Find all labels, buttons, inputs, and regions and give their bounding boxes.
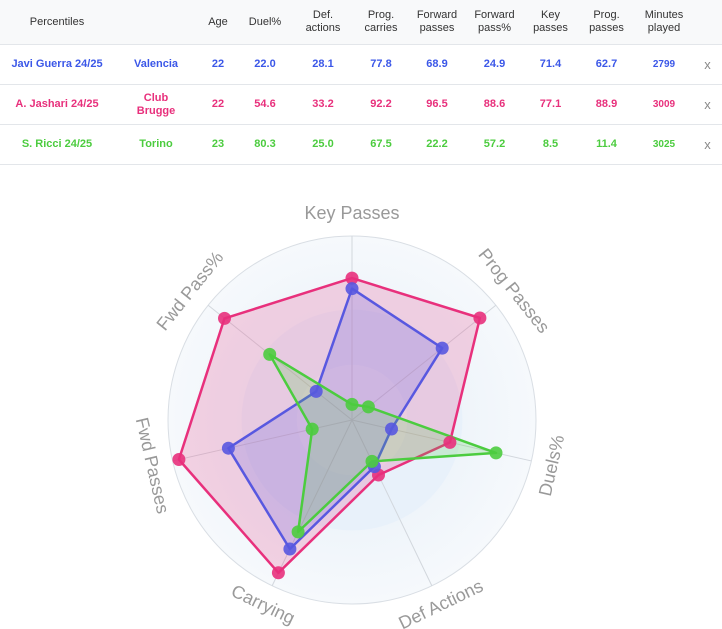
radar-axis-line — [172, 419, 353, 462]
radar-axis-line — [351, 304, 497, 421]
duel-pct-value: 22.0 — [238, 44, 292, 85]
key-passes-value: 8.5 — [523, 124, 578, 165]
radar-axis-line — [271, 419, 353, 586]
remove-player-button[interactable]: x — [693, 124, 722, 165]
prog-carries-value: 67.5 — [354, 124, 408, 165]
radar-data-point — [489, 446, 503, 460]
minutes-played-value: 2799 — [635, 44, 693, 85]
radar-data-point — [221, 441, 235, 455]
radar-data-point — [345, 397, 359, 411]
team-name: Torino — [114, 124, 198, 165]
radar-axis-label: Key Passes — [304, 203, 399, 223]
forward-pass-pct-value: 88.6 — [466, 84, 523, 125]
radar-data-point — [365, 454, 379, 468]
radar-axis-line — [207, 304, 353, 421]
radar-data-point — [291, 525, 305, 539]
table-row: A. Jashari 24/25 Club Brugge 22 54.6 33.… — [0, 84, 722, 125]
age-value: 22 — [198, 84, 238, 125]
radar-data-point — [345, 271, 359, 285]
radar-data-point — [283, 542, 297, 556]
key-passes-value: 71.4 — [523, 44, 578, 85]
table-row: Javi Guerra 24/25 Valencia 22 22.0 28.1 … — [0, 44, 722, 85]
duel-pct-value: 80.3 — [238, 124, 292, 165]
comparison-table: Percentiles Age Duel% Def. actions Prog.… — [0, 0, 722, 165]
radar-series-layer — [172, 271, 503, 580]
forward-pass-pct-value: 57.2 — [466, 124, 523, 165]
prog-passes-value: 88.9 — [578, 84, 635, 125]
team-name: Valencia — [114, 44, 198, 85]
key-passes-value: 77.1 — [523, 84, 578, 125]
radar-data-point — [263, 347, 277, 361]
age-value: 22 — [198, 44, 238, 85]
forward-passes-value: 96.5 — [408, 84, 466, 125]
table-header-row: Percentiles Age Duel% Def. actions Prog.… — [0, 0, 722, 45]
duel-pct-value: 54.6 — [238, 84, 292, 125]
radar-series-area — [227, 287, 444, 551]
age-value: 23 — [198, 124, 238, 165]
table-row: S. Ricci 24/25 Torino 23 80.3 25.0 67.5 … — [0, 124, 722, 165]
radar-data-point — [305, 422, 319, 436]
comparison-table-container: Percentiles Age Duel% Def. actions Prog.… — [0, 0, 722, 165]
remove-player-button[interactable]: x — [693, 44, 722, 85]
header-def-actions: Def. actions — [292, 0, 354, 45]
prog-passes-value: 11.4 — [578, 124, 635, 165]
prog-carries-value: 92.2 — [354, 84, 408, 125]
minutes-played-value: 3025 — [635, 124, 693, 165]
player-name[interactable]: Javi Guerra 24/25 — [0, 44, 114, 85]
radar-data-point — [172, 453, 186, 466]
player-name[interactable]: A. Jashari 24/25 — [0, 84, 114, 125]
header-key-passes: Key passes — [523, 0, 578, 45]
radar-axis-lines — [172, 236, 532, 586]
header-minutes-played: Minutes played — [635, 0, 693, 45]
remove-player-button[interactable]: x — [693, 84, 722, 125]
prog-passes-value: 62.7 — [578, 44, 635, 85]
header-percentiles: Percentiles — [0, 0, 114, 45]
radar-axis-line — [351, 419, 433, 586]
header-duel-pct: Duel% — [238, 0, 292, 45]
forward-passes-value: 68.9 — [408, 44, 466, 85]
header-forward-passes: Forward passes — [408, 0, 466, 45]
radar-data-point — [385, 422, 398, 436]
header-prog-carries: Prog. carries — [354, 0, 408, 45]
radar-data-point — [345, 282, 359, 296]
header-forward-pass-pct: Forward pass% — [466, 0, 523, 45]
radar-data-point — [435, 341, 449, 355]
radar-data-point — [473, 311, 487, 325]
forward-passes-value: 22.2 — [408, 124, 466, 165]
radar-series-area — [268, 353, 498, 534]
radar-axis-label: Fwd Passes — [132, 416, 173, 516]
player-name[interactable]: S. Ricci 24/25 — [0, 124, 114, 165]
def-actions-value: 28.1 — [292, 44, 354, 85]
table-body: Javi Guerra 24/25 Valencia 22 22.0 28.1 … — [0, 44, 722, 165]
radar-data-point — [361, 400, 375, 414]
header-team — [114, 0, 198, 45]
header-age: Age — [198, 0, 238, 45]
radar-data-point — [309, 384, 323, 398]
radar-data-point — [218, 311, 231, 325]
radar-data-point — [443, 435, 457, 449]
header-remove — [693, 0, 722, 45]
radar-data-point — [271, 566, 285, 580]
radar-axis-label: Duels% — [535, 433, 568, 498]
def-actions-value: 33.2 — [292, 84, 354, 125]
header-prog-passes: Prog. passes — [578, 0, 635, 45]
def-actions-value: 25.0 — [292, 124, 354, 165]
team-name: Club Brugge — [114, 84, 198, 125]
prog-carries-value: 77.8 — [354, 44, 408, 85]
forward-pass-pct-value: 24.9 — [466, 44, 523, 85]
minutes-played-value: 3009 — [635, 84, 693, 125]
radar-series-area — [177, 276, 482, 575]
